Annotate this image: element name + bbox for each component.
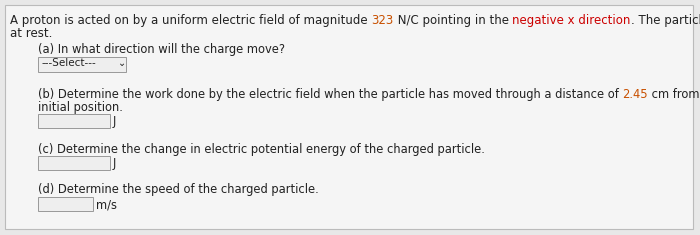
Text: ---Select---: ---Select--- [41, 58, 96, 68]
Text: (a) In what direction will the charge move?: (a) In what direction will the charge mo… [38, 43, 285, 56]
Text: (b) Determine the work done by the electric field when the particle has moved th: (b) Determine the work done by the elect… [38, 88, 622, 101]
FancyBboxPatch shape [38, 197, 93, 211]
Text: N/C pointing in the: N/C pointing in the [393, 14, 512, 27]
FancyBboxPatch shape [5, 5, 693, 229]
Text: negative x direction: negative x direction [512, 14, 631, 27]
Text: m/s: m/s [96, 198, 117, 211]
Text: J: J [113, 157, 116, 170]
Text: J: J [113, 115, 116, 128]
Text: 2.45: 2.45 [622, 88, 648, 101]
Text: (d) Determine the speed of the charged particle.: (d) Determine the speed of the charged p… [38, 183, 318, 196]
Text: 323: 323 [372, 14, 393, 27]
Text: initial position.: initial position. [38, 101, 123, 114]
Text: A proton is acted on by a uniform electric field of magnitude: A proton is acted on by a uniform electr… [10, 14, 372, 27]
Text: (c) Determine the change in electric potential energy of the charged particle.: (c) Determine the change in electric pot… [38, 143, 485, 156]
Text: at rest.: at rest. [10, 27, 52, 40]
Text: cm from its: cm from its [648, 88, 700, 101]
Text: . The particle is initially: . The particle is initially [631, 14, 700, 27]
FancyBboxPatch shape [38, 57, 126, 72]
FancyBboxPatch shape [38, 156, 110, 170]
Text: ⌄: ⌄ [118, 58, 126, 68]
FancyBboxPatch shape [38, 114, 110, 128]
